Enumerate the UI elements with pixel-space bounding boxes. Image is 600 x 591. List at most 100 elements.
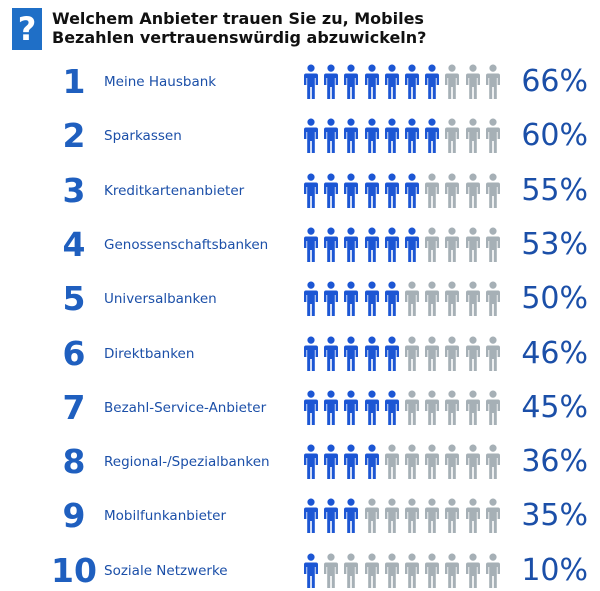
person-shape-empty [425,336,440,371]
person-icon-filled [324,64,339,99]
person-icon-empty [405,553,419,588]
person-icon-filled [324,118,339,154]
category-label: Meine Hausbank [104,74,217,90]
person-shape-filled [344,118,359,154]
person-shape-filled [324,227,339,262]
person-shape-empty [324,553,339,588]
person-shape-filled [364,281,379,317]
person-icon-empty [465,118,480,154]
person-shape-filled [425,118,440,154]
person-shape-empty [465,118,480,154]
person-shape-filled [304,281,318,317]
person-shape-empty [384,498,399,534]
person-icon-filled [405,227,419,262]
person-shape-filled [364,444,379,480]
person-shape-empty [425,553,440,588]
person-icon-empty [445,444,460,480]
person-icon-filled [304,444,318,480]
person-icon-empty [485,118,500,154]
category-label: Direktbanken [104,345,195,362]
person-shape-empty [445,553,460,588]
person-icon-filled [304,173,318,208]
person-icon-empty [445,336,460,371]
person-icon-filled [364,64,379,99]
person-icon-empty [364,553,379,588]
person-icon-empty [405,444,419,480]
person-shape-empty [445,444,460,480]
person-icon-filled [364,173,379,208]
person-shape-filled [324,444,339,480]
person-shape-filled [384,390,399,425]
person-icon-empty [465,444,480,480]
person-shape-empty [485,281,500,317]
person-shape-empty [465,390,480,425]
person-shape-empty [425,173,440,208]
person-icon-filled [384,118,399,154]
person-icon-empty [364,498,379,534]
person-icon-filled [304,498,318,534]
person-icon-empty [485,227,500,262]
person-shape-empty [425,281,440,317]
person-icon-empty [485,390,500,425]
chart-row: 10 Soziale Netzwerke 10% [0,551,600,591]
person-icon-row [301,64,501,100]
person-shape-empty [425,444,440,480]
person-icon-filled [304,336,318,371]
person-shape-filled [324,64,339,99]
person-icon-filled [304,64,318,99]
person-icon-filled [304,227,318,262]
person-shape-empty [465,281,480,317]
person-shape-empty [445,498,460,534]
person-icon-row [301,281,501,317]
person-icon-filled [364,281,379,317]
person-shape-empty [465,498,480,534]
person-shape-filled [344,444,359,480]
person-icon-empty [445,64,460,99]
person-shape-filled [304,118,318,154]
person-icon-filled [304,553,318,588]
percent-value: 55% [521,172,588,208]
person-shape-empty [485,444,500,480]
person-shape-empty [384,444,399,480]
person-icon-filled [304,118,318,154]
person-icon-empty [465,64,480,99]
person-icon-empty [344,553,359,588]
person-icon-filled [344,227,359,262]
person-icon-filled [344,281,359,317]
person-shape-filled [384,64,399,99]
chart-row: 5 Universalbanken 50% [0,279,600,319]
rank-number: 4 [62,224,86,264]
person-shape-filled [344,227,359,262]
person-shape-filled [344,390,359,425]
percent-value: 45% [521,389,588,425]
person-shape-empty [465,227,480,262]
person-shape-filled [384,336,399,371]
person-icon-filled [384,390,399,425]
person-icon-row [301,444,501,480]
person-icon-empty [445,390,460,425]
person-shape-empty [405,336,419,371]
person-shape-filled [384,227,399,262]
chart-row: 6 Direktbanken 46% [0,334,600,374]
person-shape-filled [364,390,379,425]
person-icon-empty [324,553,339,588]
person-shape-empty [465,64,480,99]
person-icon-filled [364,118,379,154]
person-shape-filled [344,336,359,371]
person-shape-filled [364,336,379,371]
person-shape-empty [405,553,419,588]
person-icon-filled [304,281,318,317]
person-icon-empty [405,281,419,317]
person-icon-empty [384,553,399,588]
person-icon-empty [485,444,500,480]
person-icon-empty [405,390,419,425]
category-label: Sparkassen [104,128,182,145]
percent-value: 50% [521,281,588,317]
person-shape-filled [364,227,379,262]
person-shape-empty [485,336,500,371]
person-icon-filled [405,173,419,208]
person-icon-empty [425,390,440,425]
person-icon-empty [425,336,440,371]
person-shape-empty [485,498,500,534]
